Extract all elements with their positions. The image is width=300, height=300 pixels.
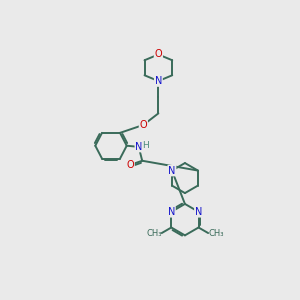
Text: H: H: [142, 141, 149, 150]
Text: O: O: [154, 50, 162, 59]
Text: N: N: [155, 76, 162, 86]
Text: N: N: [168, 166, 175, 176]
Text: N: N: [195, 207, 202, 217]
Text: N: N: [135, 142, 142, 152]
Text: CH₃: CH₃: [146, 229, 162, 238]
Text: O: O: [140, 120, 147, 130]
Text: O: O: [126, 160, 134, 170]
Text: CH₃: CH₃: [208, 229, 224, 238]
Text: N: N: [168, 207, 175, 217]
